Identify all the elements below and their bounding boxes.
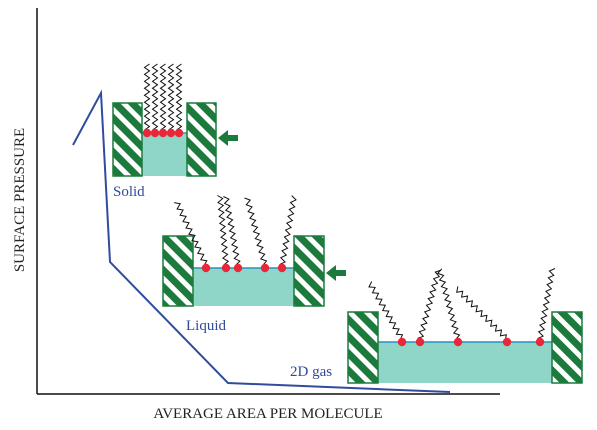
x-axis-label: AVERAGE AREA PER MOLECULE bbox=[153, 406, 382, 422]
alkyl-chain bbox=[436, 268, 461, 340]
head-group bbox=[174, 128, 184, 138]
y-axis-label: SURFACE PRESSURE bbox=[12, 128, 28, 272]
gas-label: 2D gas bbox=[290, 364, 332, 380]
barrier bbox=[112, 102, 143, 177]
head-group bbox=[233, 263, 243, 273]
alkyl-chain bbox=[456, 286, 507, 341]
alkyl-chain bbox=[159, 63, 167, 131]
head-group bbox=[415, 337, 425, 347]
alkyl-chain bbox=[217, 195, 230, 266]
liquid-label: Liquid bbox=[186, 318, 226, 334]
head-group bbox=[502, 337, 512, 347]
subphase bbox=[193, 268, 294, 306]
alkyl-chain bbox=[175, 63, 183, 131]
head-group bbox=[453, 337, 463, 347]
barrier bbox=[186, 102, 217, 177]
barrier bbox=[162, 235, 194, 307]
compression-arrow bbox=[218, 130, 238, 146]
head-group bbox=[150, 128, 160, 138]
head-group bbox=[277, 263, 287, 273]
head-group bbox=[397, 337, 407, 347]
subphase bbox=[378, 342, 552, 383]
alkyl-chain bbox=[417, 269, 442, 339]
alkyl-chain bbox=[279, 195, 297, 266]
alkyl-chain bbox=[244, 197, 268, 266]
alkyl-chain bbox=[223, 196, 241, 266]
head-group bbox=[535, 337, 545, 347]
alkyl-chain bbox=[537, 268, 556, 340]
head-group bbox=[221, 263, 231, 273]
head-group bbox=[166, 128, 176, 138]
head-group bbox=[142, 128, 152, 138]
barrier bbox=[551, 311, 583, 384]
alkyl-chain bbox=[167, 63, 175, 131]
solid-label: Solid bbox=[113, 184, 145, 200]
head-group bbox=[260, 263, 270, 273]
head-group bbox=[158, 128, 168, 138]
alkyl-chain bbox=[368, 281, 404, 341]
head-group bbox=[201, 263, 211, 273]
alkyl-chain bbox=[143, 63, 151, 131]
alkyl-chain bbox=[174, 202, 208, 267]
troughs bbox=[112, 63, 583, 384]
alkyl-chain bbox=[151, 63, 159, 131]
barrier bbox=[293, 235, 325, 307]
barrier bbox=[347, 311, 379, 384]
isotherm-curve bbox=[72, 89, 451, 393]
compression-arrow bbox=[326, 265, 346, 281]
subphase bbox=[142, 133, 187, 176]
